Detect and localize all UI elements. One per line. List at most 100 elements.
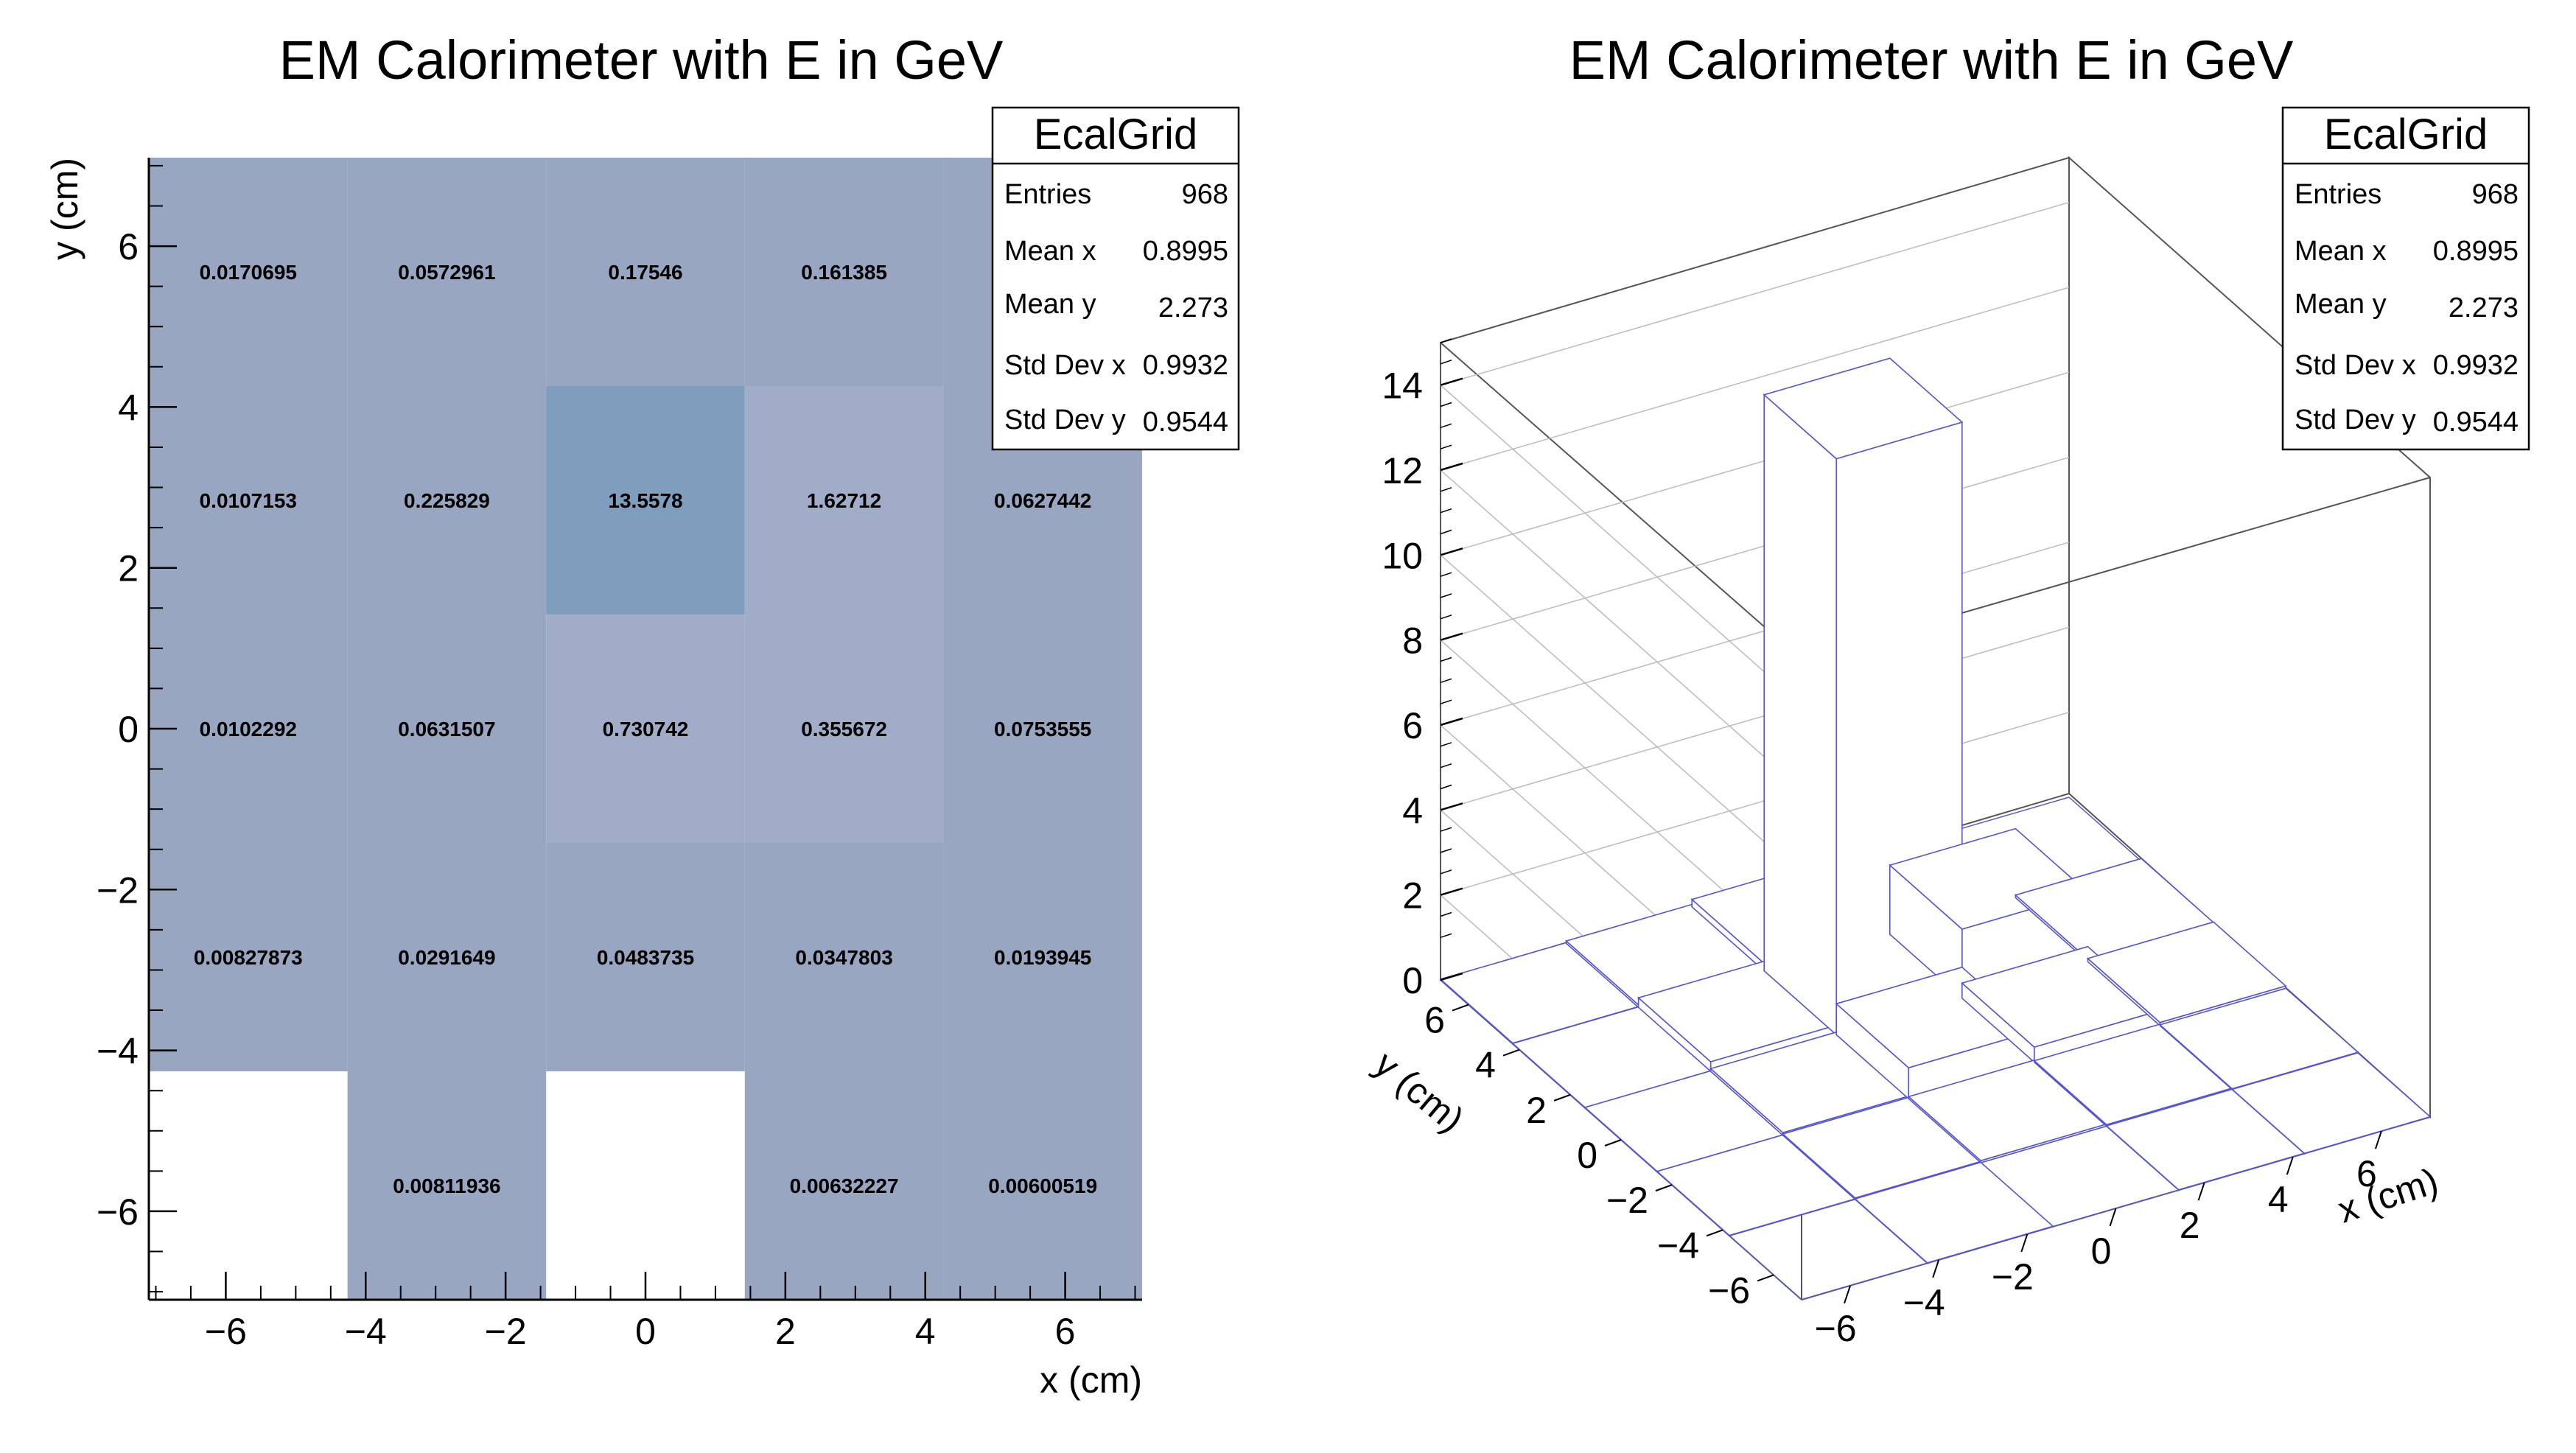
stats-label-mean-y: Mean y [1004, 289, 1096, 320]
lego-y-tick-label: 6 [1424, 1000, 1445, 1041]
x-tick-label: 4 [915, 1311, 936, 1352]
z-minor-tick [1440, 615, 1452, 620]
heatmap-cell [149, 615, 348, 843]
heatmap-cell-label: 0.00600519 [988, 1174, 1097, 1197]
lego-bar [2230, 1052, 2432, 1155]
stats-label-mean-x: Mean x [1004, 236, 1096, 267]
lego-x-axis-label: x (cm) [2333, 1160, 2443, 1230]
heatmap-cell [744, 843, 944, 1071]
z-tick-label: 8 [1402, 620, 1423, 662]
heatmap-cell-label: 13.5578 [608, 489, 682, 512]
heatmap-cell-label: 0.00632227 [790, 1174, 899, 1197]
heatmap-cell [943, 843, 1142, 1071]
z-tick-mark [1440, 887, 1463, 896]
left-panel: EM Calorimeter with E in GeV 0.00811936 0… [44, 29, 1240, 1401]
z-gridline [1439, 201, 2070, 706]
stats-title-right: EcalGrid [2324, 111, 2488, 158]
z-tick-label: 14 [1382, 365, 1423, 407]
lego-x-tick-mark [2020, 1233, 2029, 1253]
z-minor-tick [1440, 678, 1452, 684]
heatmap-cell-labels: 0.00811936 0.00632227 0.00600519 0.00827873… [194, 261, 1097, 1197]
lego-y-tick-mark [1706, 1229, 1723, 1237]
heatmap-cell [943, 615, 1142, 843]
lego-x-tick-label: −2 [1992, 1256, 2034, 1298]
heatmap-cell [546, 843, 745, 1071]
heatmap-cell-label: 0.730742 [603, 718, 689, 740]
heatmap-cell-label: 1.62712 [807, 489, 881, 512]
lego-y-tick-label: 2 [1526, 1090, 1547, 1131]
z-tick-mark [1440, 547, 1463, 556]
z-tick-label: 10 [1382, 535, 1423, 576]
z-minor-tick [1440, 487, 1452, 492]
z-tick-mark [1440, 802, 1463, 811]
x-tick-label: 6 [1055, 1311, 1076, 1352]
lego-x-tick-mark [2286, 1156, 2294, 1175]
y-axis-ticks: −6 −4 −2 0 2 4 6 [97, 164, 177, 1293]
lego-bar-top [1763, 357, 1964, 460]
lego-x-tick-mark [1844, 1285, 1852, 1304]
z-minor-tick [1440, 593, 1452, 598]
lego-y-axis-label: y (cm) [1367, 1043, 1471, 1141]
lego-bar [1656, 1134, 1857, 1237]
stats-value-entries: 968 [1182, 179, 1228, 210]
z-minor-tick [1440, 742, 1452, 747]
z-minor-tick [1440, 572, 1452, 577]
heatmap-cell [149, 158, 348, 386]
heatmap-cell-label: 0.0627442 [994, 489, 1091, 512]
z-tick-label: 6 [1402, 705, 1423, 746]
heatmap-cell-label: 0.0107153 [200, 489, 297, 512]
z-minor-tick [1440, 848, 1452, 853]
lego-x-tick-label: −6 [1815, 1308, 1857, 1349]
stats-box-left: EcalGrid Entries 968 Mean x 0.8995 Mean … [991, 106, 1240, 451]
z-tick-mark [1440, 377, 1463, 386]
heatmap-cell [347, 158, 547, 386]
z-gridline [1439, 287, 2070, 791]
stats-label-entries: Entries [1004, 179, 1091, 210]
x-axis-ticks: −6 −4 −2 0 2 4 6 [155, 1272, 1136, 1352]
lego-y-tick-mark [1757, 1274, 1774, 1282]
lego-x-axis-ticks: −6 −4 −2 0 2 4 6 [1815, 1130, 2382, 1349]
y-tick-label: −2 [97, 869, 139, 911]
z-minor-tick [1440, 699, 1452, 704]
x-tick-label: 2 [775, 1311, 796, 1352]
stats-label-mean-x-right: Mean x [2295, 236, 2387, 267]
z-minor-tick [1440, 529, 1452, 535]
x-axis-label: x (cm) [1040, 1359, 1142, 1401]
lego-bar-top [2230, 1052, 2432, 1155]
heatmap-cell-label: 0.0631507 [398, 718, 495, 740]
right-panel: EM Calorimeter with E in GeV 02468101214… [1367, 29, 2530, 1349]
heatmap-cell-label: 0.0170695 [200, 261, 297, 284]
z-minor-tick [1440, 423, 1452, 429]
z-gridline [1439, 371, 2070, 875]
stats-label-std-y: Std Dev y [1004, 405, 1126, 435]
lego-bar-side [1763, 393, 1837, 1037]
heatmap-cell [744, 158, 944, 386]
stats-value-std-y: 0.9544 [1143, 407, 1228, 438]
heatmap-cell [347, 1071, 547, 1300]
z-tick-mark [1440, 462, 1463, 472]
y-tick-label: 0 [118, 709, 139, 750]
lego-y-tick-label: 4 [1475, 1045, 1496, 1086]
x-tick-label: −4 [345, 1311, 387, 1352]
heatmap-cell [347, 386, 547, 615]
z-minor-tick [1440, 657, 1452, 662]
z-tick-label: 12 [1382, 450, 1423, 491]
y-tick-label: −6 [97, 1191, 139, 1233]
lego-y-tick-mark [1553, 1093, 1571, 1102]
lego-y-tick-mark [1452, 1004, 1469, 1012]
lego-y-tick-label: −2 [1606, 1180, 1648, 1221]
z-minor-tick [1440, 508, 1452, 514]
heatmap-cell-label: 0.0483735 [597, 946, 694, 969]
heatmap-cell [149, 386, 348, 615]
lego-y-tick-mark [1604, 1139, 1622, 1146]
heatmap-cell-label: 0.0102292 [200, 718, 297, 740]
lego-x-tick-mark [2109, 1208, 2117, 1227]
heatmap-cell [546, 615, 745, 843]
lego-x-tick-label: 6 [2356, 1153, 2377, 1194]
z-minor-tick [1440, 869, 1452, 875]
lego-x-tick-label: 2 [2180, 1205, 2200, 1246]
heatmap-cell [744, 386, 944, 615]
